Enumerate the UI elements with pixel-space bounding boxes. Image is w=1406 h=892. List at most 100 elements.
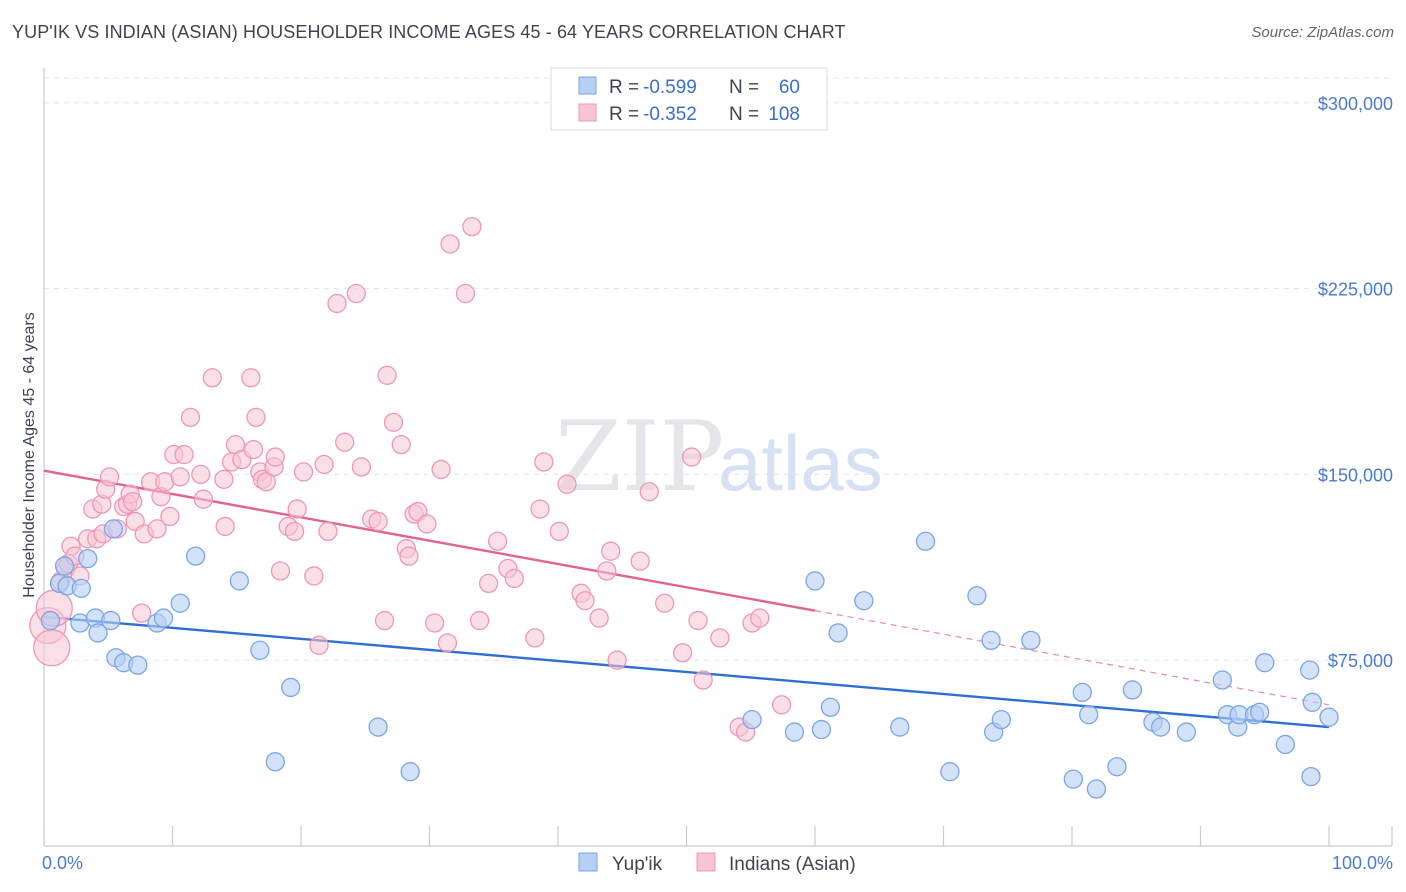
point-indian-20 bbox=[123, 491, 143, 512]
point-indian-88 bbox=[557, 474, 577, 494]
point-yupik-30 bbox=[854, 591, 874, 611]
legend-n-label-1: N = bbox=[729, 77, 759, 98]
point-indian-84 bbox=[525, 628, 545, 648]
point-yupik-17 bbox=[185, 546, 206, 566]
point-yupik-13 bbox=[128, 655, 148, 675]
point-indian-99 bbox=[681, 447, 702, 467]
point-indian-67 bbox=[391, 435, 411, 455]
point-indian-53 bbox=[293, 462, 314, 482]
point-yupik-32 bbox=[915, 531, 936, 551]
point-yupik-8 bbox=[88, 623, 108, 643]
point-yupik-57 bbox=[1301, 766, 1321, 787]
point-yupik-0 bbox=[40, 610, 61, 631]
point-indian-48 bbox=[265, 447, 285, 467]
legend-r-label-2: R = bbox=[609, 104, 639, 125]
point-yupik-54 bbox=[1255, 653, 1275, 673]
legend-r-label-1: R = bbox=[609, 77, 639, 98]
point-indian-25 bbox=[147, 519, 167, 539]
point-indian-49 bbox=[270, 561, 291, 581]
point-indian-28 bbox=[160, 506, 180, 527]
source-name: ZipAtlas.com bbox=[1307, 24, 1394, 41]
point-indian-51 bbox=[284, 521, 305, 542]
point-indian-69 bbox=[399, 546, 419, 566]
point-indian-106 bbox=[750, 608, 770, 628]
point-yupik-15 bbox=[153, 608, 174, 628]
legend-r-value-2: -0.352 bbox=[643, 104, 697, 125]
point-yupik-18 bbox=[229, 571, 249, 591]
point-indian-98 bbox=[672, 643, 693, 663]
axes bbox=[43, 68, 1393, 847]
y-tick-label-1: $150,000 bbox=[1318, 465, 1393, 485]
point-indian-1 bbox=[33, 629, 71, 667]
point-indian-85 bbox=[530, 499, 550, 519]
point-indian-83 bbox=[504, 568, 524, 589]
point-yupik-2 bbox=[54, 556, 75, 576]
point-yupik-34 bbox=[967, 586, 987, 606]
point-yupik-38 bbox=[1021, 630, 1041, 651]
point-indian-35 bbox=[202, 368, 222, 388]
point-indian-56 bbox=[314, 454, 334, 475]
point-indian-34 bbox=[193, 489, 213, 509]
y-tick-label-2: $225,000 bbox=[1318, 280, 1393, 300]
point-yupik-19 bbox=[250, 640, 270, 660]
point-indian-65 bbox=[377, 365, 397, 385]
point-indian-94 bbox=[601, 541, 621, 561]
point-indian-80 bbox=[478, 573, 499, 594]
bottom-legend: Yup'ik Indians (Asian) bbox=[578, 852, 856, 875]
point-yupik-47 bbox=[1176, 722, 1197, 742]
point-indian-96 bbox=[639, 482, 659, 502]
point-yupik-5 bbox=[71, 578, 91, 598]
point-yupik-41 bbox=[1079, 705, 1099, 725]
point-indian-59 bbox=[335, 432, 355, 452]
point-indian-91 bbox=[589, 608, 609, 628]
point-yupik-33 bbox=[940, 762, 960, 782]
bottom-legend-yupik: Yup'ik bbox=[612, 854, 663, 875]
point-indian-76 bbox=[440, 234, 460, 254]
point-indian-79 bbox=[469, 610, 490, 631]
point-yupik-48 bbox=[1212, 670, 1232, 690]
point-indian-43 bbox=[246, 407, 266, 428]
point-indian-36 bbox=[214, 469, 234, 489]
point-indian-86 bbox=[534, 452, 554, 472]
point-indian-64 bbox=[374, 610, 395, 631]
point-yupik-55 bbox=[1275, 734, 1295, 755]
point-yupik-29 bbox=[828, 623, 848, 643]
point-indian-32 bbox=[180, 407, 201, 428]
point-indian-61 bbox=[351, 457, 372, 477]
point-yupik-31 bbox=[890, 717, 910, 737]
point-indian-73 bbox=[424, 613, 445, 633]
trend-lines bbox=[43, 469, 1330, 729]
legend-n-value-1: 60 bbox=[779, 77, 800, 98]
point-indian-75 bbox=[437, 633, 458, 653]
legend-r-value-1: -0.599 bbox=[643, 77, 697, 98]
point-indian-52 bbox=[287, 499, 307, 519]
point-yupik-40 bbox=[1072, 682, 1092, 703]
watermark-atlas: atlas bbox=[718, 419, 883, 507]
trend-line-yupik bbox=[43, 615, 1330, 729]
point-indian-93 bbox=[607, 650, 627, 670]
point-yupik-59 bbox=[1319, 707, 1339, 727]
point-indian-90 bbox=[575, 591, 595, 611]
point-indian-37 bbox=[215, 516, 235, 537]
point-indian-72 bbox=[417, 514, 437, 534]
point-yupik-24 bbox=[742, 710, 762, 730]
x-tick-label-left: 0.0% bbox=[42, 853, 83, 873]
point-indian-58 bbox=[327, 293, 347, 314]
point-yupik-53 bbox=[1249, 702, 1270, 722]
point-yupik-44 bbox=[1122, 680, 1143, 700]
point-indian-54 bbox=[304, 566, 324, 586]
point-indian-77 bbox=[455, 283, 476, 304]
point-indian-95 bbox=[630, 551, 650, 571]
point-yupik-21 bbox=[281, 677, 301, 698]
point-yupik-20 bbox=[265, 752, 285, 772]
point-indian-81 bbox=[487, 531, 508, 551]
point-indian-22 bbox=[132, 603, 152, 623]
points-indians-asian bbox=[29, 216, 792, 742]
point-indian-31 bbox=[174, 444, 194, 465]
legend-box: R = -0.599 N = 60 R = -0.352 N = 108 bbox=[550, 67, 828, 131]
point-yupik-28 bbox=[820, 697, 841, 717]
point-yupik-23 bbox=[400, 762, 420, 782]
x-tick-label-right: 100.0% bbox=[1332, 853, 1393, 873]
point-indian-30 bbox=[170, 467, 190, 487]
